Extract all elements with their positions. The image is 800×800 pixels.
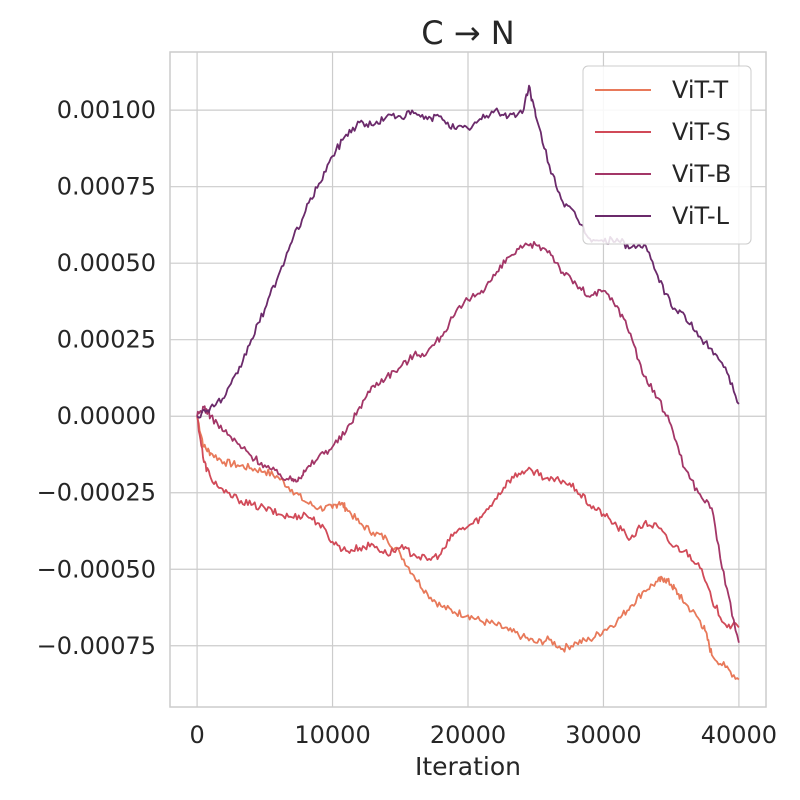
y-tick-label: −0.00050 [37,555,156,583]
y-tick-label: −0.00025 [37,479,156,507]
series-line-vit-s [196,416,740,630]
chart-title: C → N [421,14,514,52]
legend-label: ViT-T [672,76,728,104]
legend-items: ViT-T ViT-S ViT-B ViT-L [595,76,731,230]
legend-box [582,65,752,245]
x-tick-label: 0 [189,721,204,749]
y-tick-label: 0.00075 [57,173,156,201]
x-axis-label: Iteration [415,752,521,781]
plot-frame [169,51,767,708]
series-line-vit-t [196,416,740,681]
x-tick-label: 40000 [701,721,777,749]
legend-label: ViT-B [672,160,731,188]
series-layer [196,84,740,681]
y-tick-label: 0.00050 [57,249,156,277]
y-tick-label: 0.00025 [57,326,156,354]
x-tick-label: 30000 [565,721,641,749]
legend-label: ViT-S [672,118,731,146]
x-tick-label: 10000 [294,721,370,749]
y-tick-label: 0.00000 [57,402,156,430]
y-tick-label: −0.00075 [37,632,156,660]
legend-label: ViT-L [672,202,730,230]
x-tick-label: 20000 [430,721,506,749]
legend: ViT-T ViT-S ViT-B ViT-L [582,65,752,245]
tick-labels: 0 10000 20000 30000 40000 −0.00075 −0.00050 −0.… [37,96,777,749]
y-tick-label: 0.00100 [57,96,156,124]
series-line-vit-l [196,84,740,419]
series-line-vit-b [196,241,740,643]
